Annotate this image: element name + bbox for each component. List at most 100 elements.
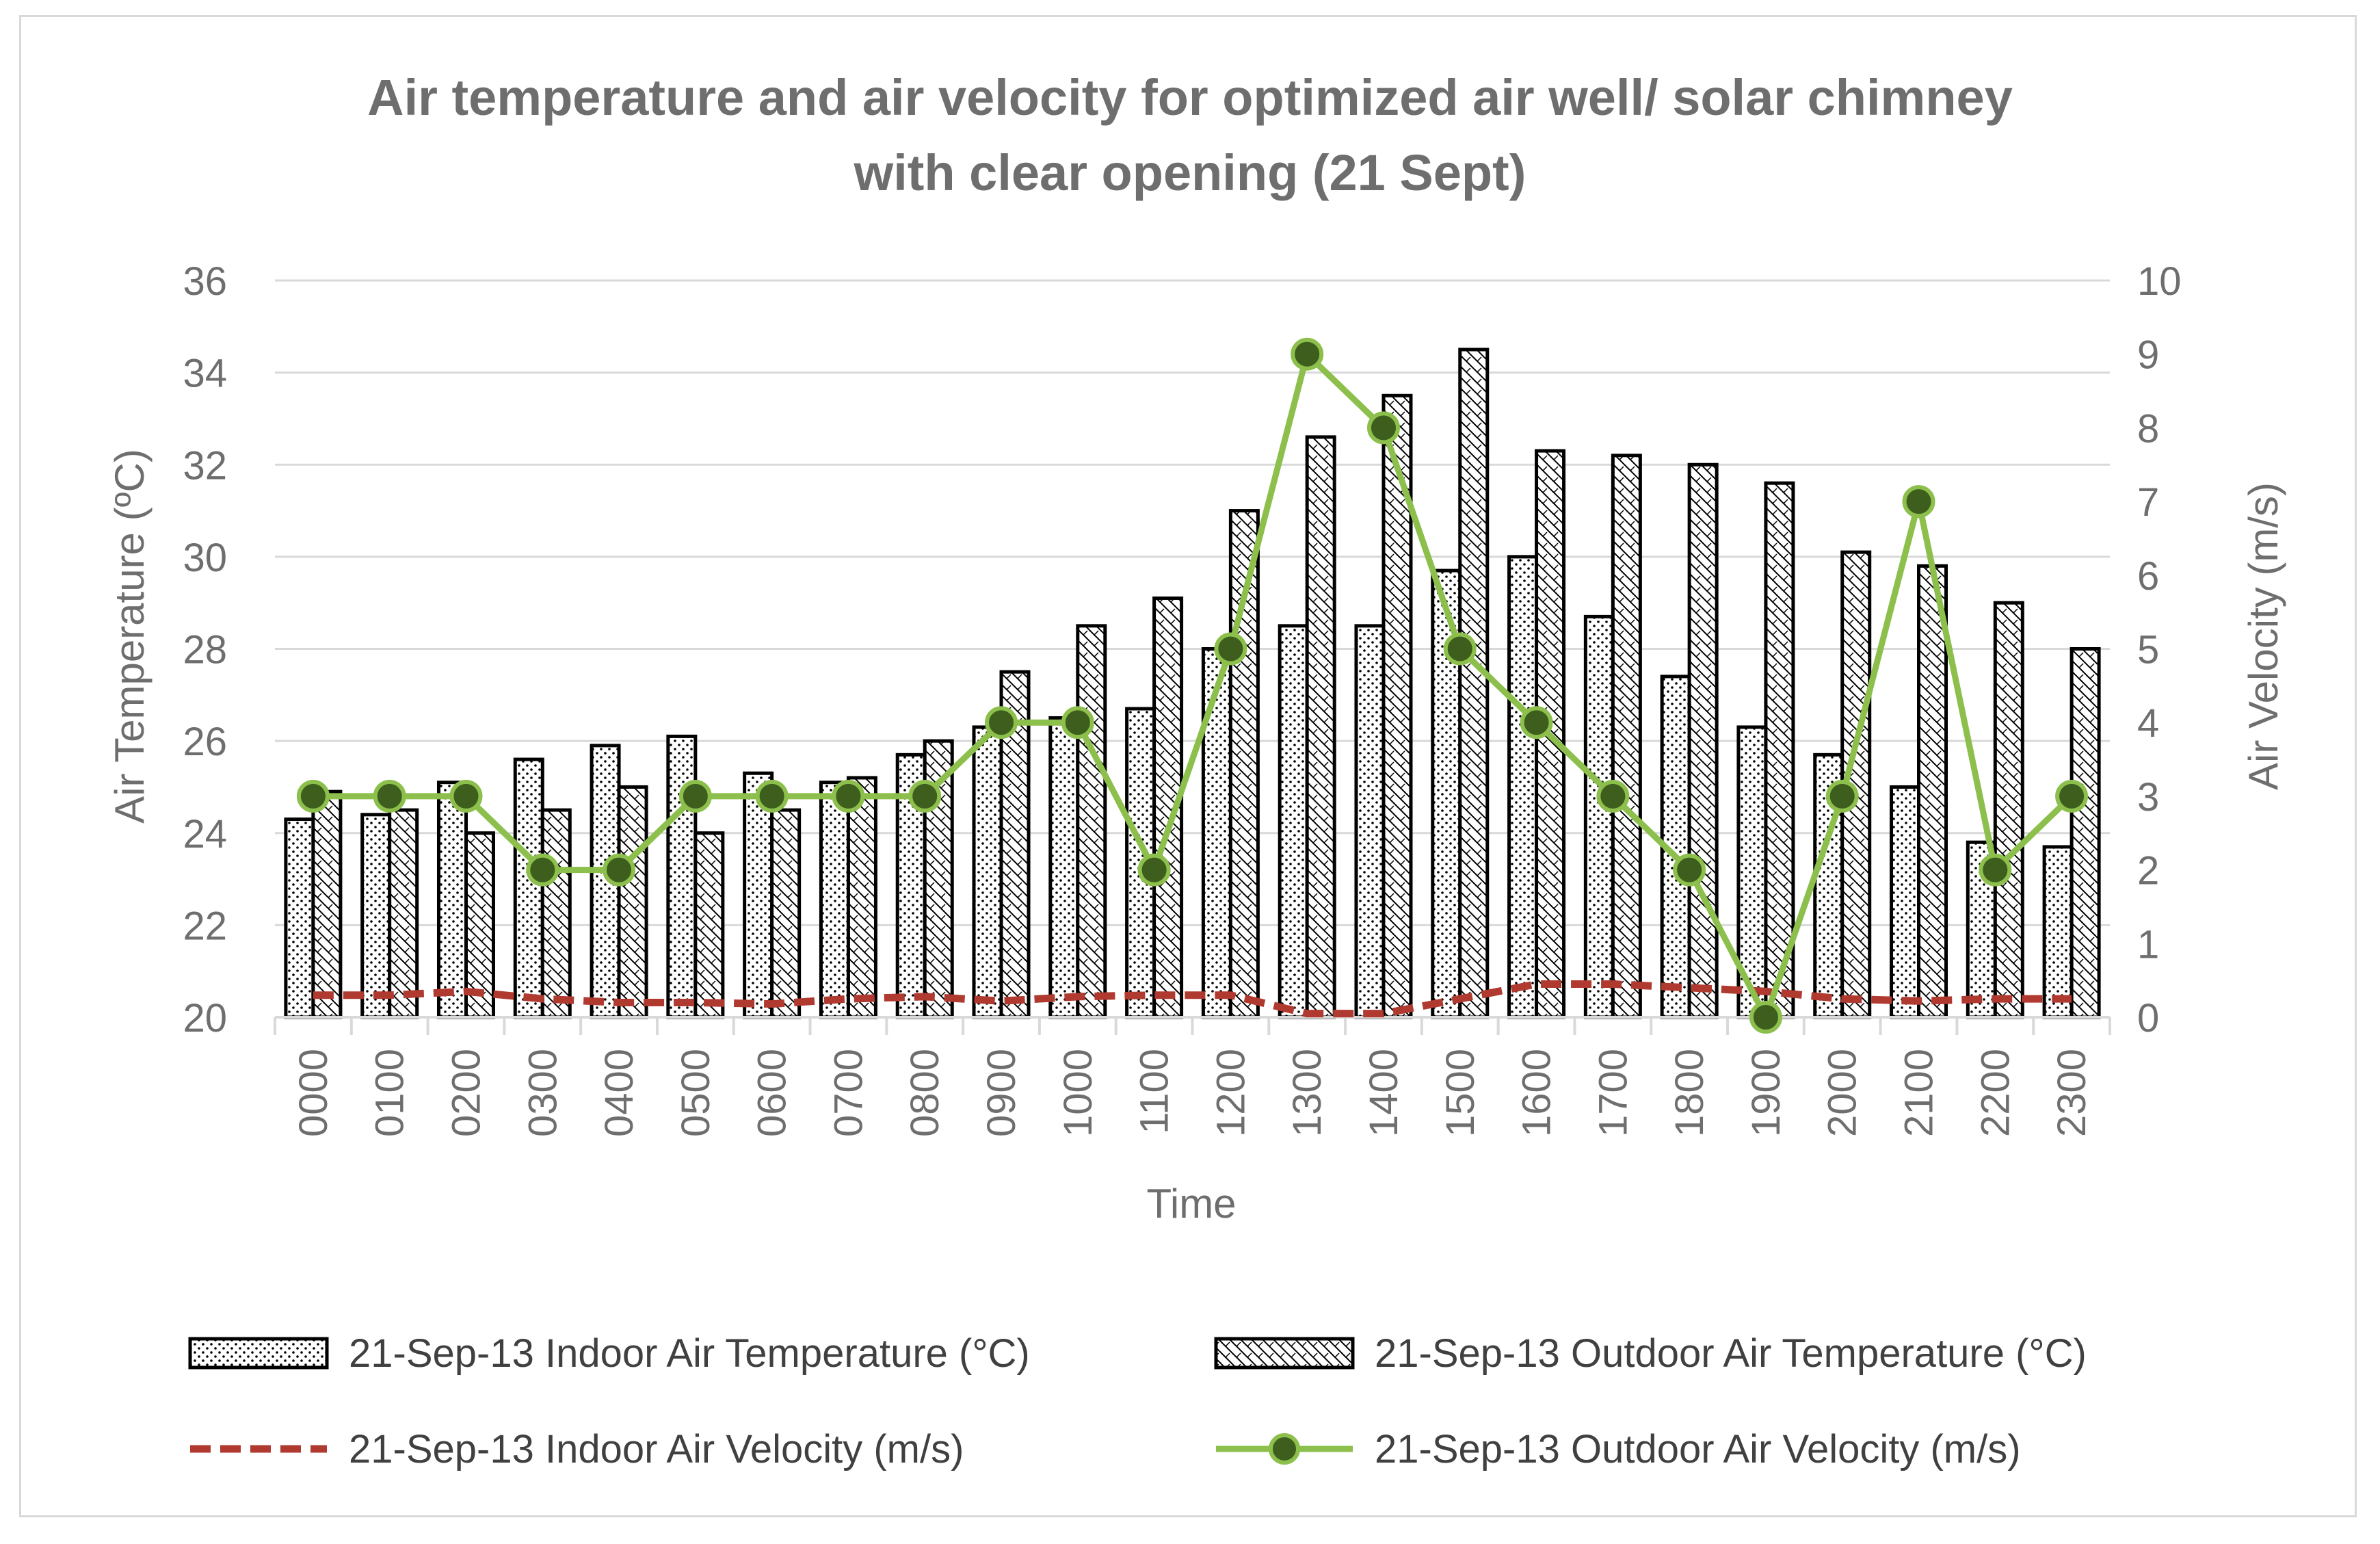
bar-indoor-temperature — [436, 781, 468, 1019]
y2-tick-label: 10 — [2137, 259, 2182, 304]
point-outdoor-velocity — [1061, 706, 1094, 740]
lines — [296, 337, 2089, 1034]
point-outdoor-velocity — [908, 779, 942, 813]
x-tick-label: 0700 — [826, 1049, 871, 1137]
bar-outdoor-temperature — [1076, 624, 1107, 1019]
y2-tick-label: 5 — [2137, 628, 2159, 672]
x-tick-label: 2000 — [1821, 1049, 1865, 1137]
bar-outdoor-temperature — [693, 831, 725, 1019]
bar-indoor-temperature — [360, 813, 392, 1019]
x-tick-label: 1600 — [1515, 1049, 1559, 1137]
x-tick-label: 0200 — [444, 1049, 488, 1137]
bar-outdoor-temperature — [846, 776, 877, 1019]
point-outdoor-velocity — [1749, 1001, 1782, 1034]
y2-tick-label: 2 — [2137, 849, 2159, 893]
point-outdoor-velocity — [1596, 779, 1630, 813]
axes — [274, 1016, 2111, 1035]
y2-tick-label: 6 — [2137, 554, 2159, 599]
x-tick-label: 0900 — [979, 1049, 1024, 1137]
x-tick-label: 2100 — [1897, 1049, 1942, 1137]
bar-indoor-temperature — [284, 817, 315, 1019]
bar-indoor-temperature — [1354, 624, 1386, 1019]
line-outdoor-velocity — [313, 351, 2074, 1021]
bar-indoor-temperature — [1890, 785, 1921, 1019]
point-outdoor-velocity — [449, 779, 483, 813]
bar-outdoor-temperature — [311, 789, 343, 1019]
y2-tick-label: 0 — [2137, 996, 2159, 1041]
point-outdoor-velocity — [1979, 853, 2012, 887]
x-tick-label: 1100 — [1133, 1049, 1177, 1134]
y2-tick-label: 3 — [2137, 775, 2159, 820]
point-outdoor-velocity — [1902, 485, 1935, 519]
point-outdoor-velocity — [373, 779, 406, 813]
chart-title-line-2: with clear opening (21 Sept) — [854, 144, 1526, 201]
y-axis-title: Air Temperature (ºC) — [107, 449, 153, 824]
bar-outdoor-temperature — [1764, 481, 1795, 1019]
legend-label-indoor-velocity: 21-Sep-13 Indoor Air Velocity (m/s) — [349, 1427, 964, 1471]
bar-indoor-temperature — [1583, 614, 1615, 1019]
x-tick-label: 1000 — [1056, 1049, 1100, 1137]
line-indoor-velocity — [313, 980, 2072, 1018]
point-outdoor-velocity — [1673, 853, 1706, 887]
point-outdoor-velocity — [296, 779, 330, 813]
point-outdoor-velocity — [1366, 411, 1400, 445]
bar-indoor-temperature — [972, 725, 1003, 1019]
bar-outdoor-temperature — [1993, 601, 2024, 1019]
x-tick-label: 0400 — [597, 1049, 642, 1137]
point-outdoor-velocity — [832, 779, 865, 813]
x-tick-label: 1200 — [1208, 1049, 1253, 1137]
legend-swatch-indoor-temperature — [188, 1337, 329, 1370]
y-tick-label: 28 — [183, 628, 227, 672]
legend-label-indoor-temperature: 21-Sep-13 Indoor Air Temperature (°C) — [349, 1331, 1030, 1376]
x-tick-label: 0600 — [750, 1049, 795, 1137]
point-outdoor-velocity — [603, 853, 636, 887]
y-tick-label: 26 — [183, 720, 227, 764]
point-outdoor-velocity — [526, 853, 559, 887]
point-outdoor-velocity — [755, 779, 789, 813]
y-tick-label: 22 — [183, 904, 227, 948]
x-tick-label: 1500 — [1438, 1049, 1483, 1137]
y2-tick-label: 1 — [2137, 922, 2159, 967]
y2-tick-label: 9 — [2137, 333, 2159, 378]
legend-label-outdoor-velocity: 21-Sep-13 Outdoor Air Velocity (m/s) — [1375, 1427, 2021, 1471]
legend-label-outdoor-temperature: 21-Sep-13 Outdoor Air Temperature (°C) — [1375, 1331, 2087, 1376]
bar-outdoor-temperature — [617, 785, 648, 1019]
bar-outdoor-temperature — [1305, 435, 1336, 1019]
bar-outdoor-temperature — [388, 808, 419, 1019]
chart-title-line-1: Air temperature and air velocity for opt… — [367, 69, 2013, 126]
x-tick-label: 0100 — [368, 1049, 412, 1137]
legend-swatch-outdoor-temperature — [1214, 1337, 1355, 1370]
point-outdoor-velocity — [1291, 337, 1324, 371]
gridlines — [275, 279, 2110, 926]
bar-indoor-temperature — [1201, 647, 1232, 1019]
y2-axis-title: Air Velocity (m/s) — [2240, 482, 2286, 790]
x-tick-label: 1800 — [1667, 1049, 1712, 1137]
point-outdoor-velocity — [2055, 779, 2089, 813]
bar-indoor-temperature — [819, 781, 850, 1019]
y-tick-label: 30 — [183, 536, 227, 580]
x-tick-label: 0800 — [903, 1049, 947, 1137]
point-outdoor-velocity — [1137, 853, 1171, 887]
bar-outdoor-temperature — [540, 808, 572, 1019]
x-tick-label: 1700 — [1591, 1049, 1635, 1137]
bar-indoor-temperature — [513, 757, 544, 1019]
x-tick-label: 1900 — [1744, 1049, 1788, 1137]
point-outdoor-velocity — [678, 779, 712, 813]
x-tick-label: 2300 — [2050, 1049, 2094, 1137]
bar-outdoor-temperature — [2070, 647, 2101, 1019]
y-tick-label: 24 — [183, 812, 227, 856]
x-tick-label: 1400 — [1362, 1049, 1406, 1137]
bar-indoor-temperature — [1278, 624, 1309, 1019]
bars — [284, 348, 2101, 1019]
bar-outdoor-temperature — [1917, 564, 1948, 1019]
bar-outdoor-temperature — [1687, 462, 1719, 1019]
point-outdoor-velocity — [1214, 632, 1247, 666]
bar-indoor-temperature — [666, 734, 698, 1019]
bar-outdoor-temperature — [770, 808, 802, 1019]
y2-tick-label: 4 — [2137, 701, 2159, 746]
x-tick-label: 0500 — [674, 1049, 718, 1137]
bar-outdoor-temperature — [1611, 454, 1642, 1019]
bar-indoor-temperature — [2042, 845, 2074, 1019]
